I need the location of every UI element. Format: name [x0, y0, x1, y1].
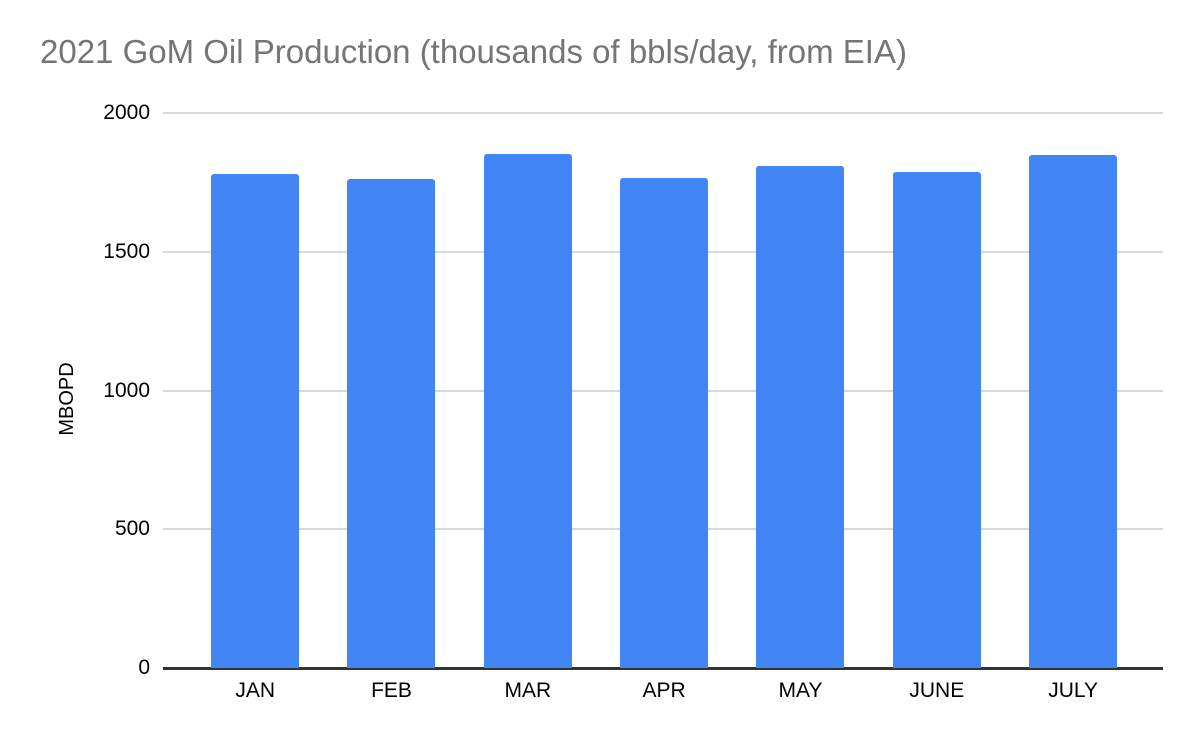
y-tick-label-500: 500 — [114, 517, 150, 541]
y-tick-label-1000: 1000 — [103, 378, 150, 402]
bar-may — [756, 165, 845, 668]
x-axis-label-feb: FEB — [371, 679, 412, 702]
y-tick-label-0: 0 — [138, 656, 150, 679]
bar-feb — [347, 179, 436, 668]
bar-jan — [211, 174, 300, 668]
x-axis-label-may: MAY — [778, 679, 823, 702]
x-axis-baseline — [163, 666, 1163, 670]
chart-title: 2021 GoM Oil Production (thousands of bb… — [40, 33, 907, 70]
bar-july — [1029, 154, 1118, 668]
y-tick-label-1500: 1500 — [103, 239, 150, 263]
x-axis-label-mar: MAR — [504, 679, 552, 702]
x-axis-label-apr: APR — [642, 679, 686, 702]
bar-mar — [483, 153, 572, 668]
x-axis-label-june: JUNE — [909, 679, 965, 702]
gridline-2000 — [163, 112, 1163, 114]
x-axis-label-jan: JAN — [235, 679, 275, 702]
bar-apr — [620, 177, 709, 668]
bar-june — [892, 171, 981, 668]
x-axis-label-july: JULY — [1048, 679, 1099, 702]
y-tick-label-2000: 2000 — [103, 101, 150, 124]
